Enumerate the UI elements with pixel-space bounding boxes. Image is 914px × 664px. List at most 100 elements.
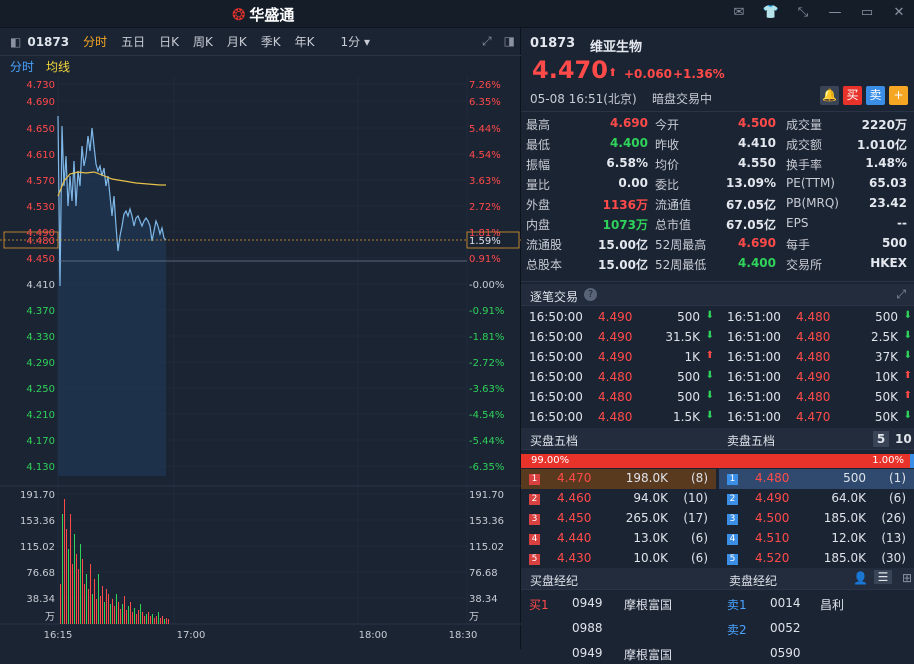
bid-level-row[interactable]: 1 4.470 198.0K (8)	[521, 469, 716, 489]
stat-label: PB(MRQ)	[786, 196, 839, 210]
level-price: 4.440	[557, 531, 592, 545]
level-badge: 3	[727, 514, 738, 525]
bid-level-row[interactable]: 3 4.450 265.0K (17)	[521, 509, 716, 529]
tab-intraday[interactable]: 分时	[83, 35, 108, 49]
price-tick-label: 4.210	[26, 410, 55, 421]
volume-bar	[92, 594, 93, 624]
broker-level: 买1	[529, 598, 549, 612]
close-icon[interactable]: ✕	[893, 5, 905, 20]
bid-level-row[interactable]: 2 4.460 94.0K (10)	[521, 489, 716, 509]
user-icon[interactable]: 👤	[853, 571, 868, 585]
help-icon[interactable]: ?	[584, 288, 597, 301]
broker-row[interactable]: 卖1 0014 昌利	[719, 594, 914, 614]
volume-bars	[60, 499, 169, 624]
volume-bar	[98, 574, 99, 624]
buy-button[interactable]: 买	[843, 86, 862, 105]
trade-row: 16:50:00 4.490 31.5K ⬇	[521, 328, 716, 348]
chart-panel: ◧ 01873 分时 五日 日K 周K 月K 季K 年K 1分 ▾ ⤢ ◨ 分时…	[0, 28, 521, 649]
shrink-icon[interactable]: ⤡	[797, 5, 809, 20]
level-price: 4.490	[755, 491, 790, 505]
expand-trades-icon[interactable]: ⤢	[896, 287, 906, 301]
sell-button[interactable]: 卖	[866, 86, 885, 105]
volume-bar	[130, 602, 131, 624]
trade-row: 16:50:00 4.480 500 ⬇	[521, 388, 716, 408]
tab-yearly[interactable]: 年K	[294, 35, 315, 49]
volume-bar	[80, 544, 81, 624]
volume-bar	[62, 514, 63, 624]
ask-level-row[interactable]: 4 4.510 12.0K (13)	[719, 529, 914, 549]
broker-row[interactable]: 0988	[521, 619, 716, 639]
grid-view-icon[interactable]: ⊞	[901, 571, 912, 585]
tab-weekly[interactable]: 周K	[193, 35, 213, 49]
volume-bar	[150, 616, 151, 624]
window-controls: ✉ 👕 ⤡ — ▭ ✕	[730, 4, 908, 22]
volume-bar	[72, 564, 73, 624]
stat-label: 每手	[786, 238, 811, 252]
book-header: 买盘五档 卖盘五档 5 10	[521, 428, 914, 450]
ask-level-row[interactable]: 1 4.480 500 (1)	[719, 469, 914, 489]
stat-row: 量比 0.00 委比 13.09% PE(TTM) 65.03	[521, 174, 914, 194]
app-logo: ❂ 华盛通	[232, 4, 294, 25]
stock-code: 01873	[530, 36, 576, 51]
maximize-icon[interactable]: ▭	[860, 5, 874, 20]
vol-tick-label: 万	[45, 612, 55, 623]
avg-line-label[interactable]: 均线	[46, 59, 71, 74]
broker-row[interactable]: 0949 摩根富国	[521, 644, 716, 664]
broker-row[interactable]: 买1 0949 摩根富国	[521, 594, 716, 614]
stat-value: 4.550	[738, 156, 776, 170]
expand-icon[interactable]: ⤢	[482, 34, 492, 48]
volume-bar	[118, 602, 119, 624]
collapse-icon[interactable]: ◧	[10, 34, 22, 49]
bid-level-row[interactable]: 4 4.440 13.0K (6)	[521, 529, 716, 549]
trade-price: 4.470	[796, 410, 831, 424]
stat-label: 量比	[526, 178, 551, 192]
bid-brokers-title: 买盘经纪	[530, 574, 579, 588]
ask-level-row[interactable]: 5 4.520 185.0K (30)	[719, 549, 914, 569]
broker-row[interactable]: 卖2 0052	[719, 619, 914, 639]
list-view-icon[interactable]: ☰	[874, 570, 892, 584]
depth-5-toggle[interactable]: 5	[873, 431, 889, 447]
time-tick-label: 18:00	[359, 630, 388, 641]
trade-volume: 37K	[874, 350, 898, 364]
stat-label: 总市值	[655, 218, 692, 232]
volume-bar	[60, 584, 61, 624]
ask-level-row[interactable]: 2 4.490 64.0K (6)	[719, 489, 914, 509]
bid-level-row[interactable]: 5 4.430 10.0K (6)	[521, 549, 716, 569]
ask-level-row[interactable]: 3 4.500 185.0K (26)	[719, 509, 914, 529]
price-tick-label: 4.290	[26, 358, 55, 369]
tab-5day[interactable]: 五日	[121, 35, 146, 49]
price-tick-label: 4.410	[26, 280, 55, 291]
volume-bar	[102, 586, 103, 624]
stat-value: 15.00亿	[598, 258, 648, 272]
alert-bell-icon[interactable]: 🔔	[820, 86, 839, 105]
volume-bar	[152, 614, 153, 624]
trade-price: 4.480	[796, 310, 831, 324]
mode-label[interactable]: 分时	[10, 59, 35, 74]
mail-icon[interactable]: ✉	[733, 5, 745, 20]
tab-daily[interactable]: 日K	[159, 35, 179, 49]
minimize-icon[interactable]: —	[828, 5, 842, 20]
add-watchlist-button[interactable]: +	[889, 86, 908, 105]
last-price-box	[3, 231, 59, 249]
volume-bar	[146, 614, 147, 624]
broker-row[interactable]: 0590	[719, 644, 914, 664]
volume-bar	[96, 599, 97, 624]
pct-tick-label: -0.00%	[469, 280, 504, 291]
tab-quarterly[interactable]: 季K	[260, 35, 281, 49]
interval-select[interactable]: 1分 ▾	[340, 35, 370, 49]
up-arrow-icon: ⬆	[705, 350, 714, 361]
panel-toggle-icon[interactable]: ◨	[503, 34, 515, 48]
tab-monthly[interactable]: 月K	[226, 35, 247, 49]
depth-10-toggle[interactable]: 10	[895, 432, 912, 446]
trade-time: 16:50:00	[529, 330, 583, 344]
shirt-icon[interactable]: 👕	[762, 5, 780, 20]
chart-subbar: 分时 均线	[0, 56, 521, 76]
stat-value: 4.690	[738, 236, 776, 250]
time-tick-label: 18:30	[449, 630, 478, 641]
trade-volume: 10K	[874, 370, 898, 384]
volume-bar	[100, 596, 101, 624]
trade-volume: 500	[677, 370, 700, 384]
volume-bar	[142, 612, 143, 624]
level-volume: 265.0K	[625, 511, 668, 525]
stat-value: 2220万	[861, 118, 907, 132]
